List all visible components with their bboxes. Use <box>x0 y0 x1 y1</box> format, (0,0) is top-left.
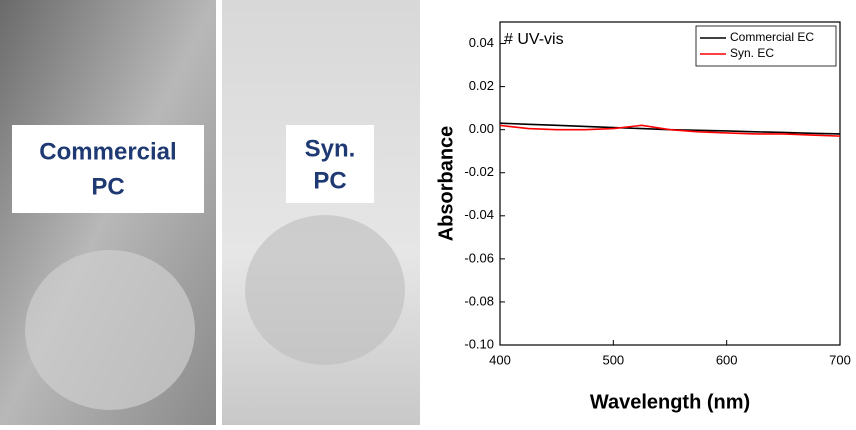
label-box <box>12 125 204 213</box>
x-tick-label: 700 <box>829 352 851 367</box>
series-line <box>499 122 841 135</box>
photo-synthesized: Syn. PC <box>222 0 420 425</box>
legend-label: Syn. EC <box>730 46 774 60</box>
plot-frame <box>499 21 841 346</box>
photo-label: Syn. <box>305 135 356 162</box>
x-tick-label: 600 <box>716 352 738 367</box>
y-tick-label: -0.10 <box>464 336 494 351</box>
y-tick-label: -0.02 <box>464 164 494 179</box>
y-axis-label: Absorbance <box>435 126 457 242</box>
x-tick-label: 400 <box>489 352 511 367</box>
label-box <box>286 125 374 203</box>
chart: -0.10 -0.08 -0.06 -0.04 -0.02 0.00 0.02 0.04 400… <box>435 21 851 413</box>
y-tick-label: 0.00 <box>469 121 494 136</box>
y-tick-label: 0.02 <box>469 78 494 93</box>
annotation: # UV-vis <box>504 31 564 48</box>
y-tick-label: -0.06 <box>464 250 494 265</box>
x-axis-label: Wavelength (nm) <box>590 391 750 413</box>
y-tick-label: -0.08 <box>464 293 494 308</box>
legend-box <box>695 25 837 67</box>
x-tick-label: 500 <box>602 352 624 367</box>
photo-label: PC <box>91 173 124 200</box>
y-tick-label: -0.04 <box>464 207 494 222</box>
y-tick-label: 0.04 <box>469 35 494 50</box>
legend-label: Commercial EC <box>730 30 814 44</box>
photo-label: PC <box>313 167 346 194</box>
series-line <box>499 124 841 137</box>
photo-commercial: Commercial PC <box>0 0 216 425</box>
photo-label: Commercial <box>39 138 176 165</box>
